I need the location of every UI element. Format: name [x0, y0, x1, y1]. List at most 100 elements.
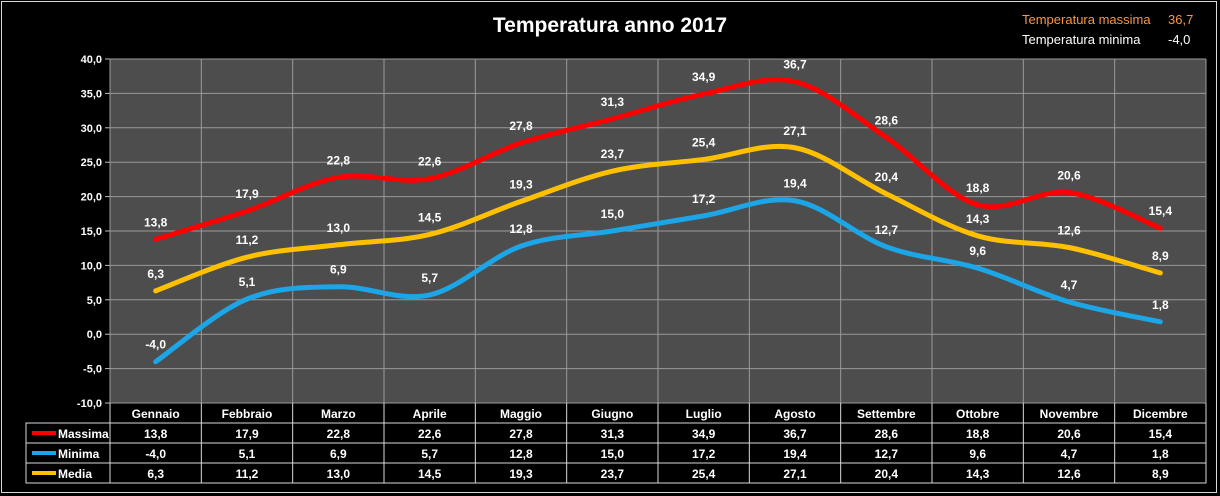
data-label-media: 6,3: [147, 267, 164, 281]
table-cell-value: 22,8: [327, 427, 351, 441]
category-label: Ottobre: [956, 407, 1000, 421]
table-cell-value: 6,9: [330, 447, 347, 461]
y-tick-label: 5,0: [87, 295, 102, 307]
data-label-minima: 12,7: [875, 223, 899, 237]
table-cell-value: 15,0: [601, 447, 625, 461]
table-cell-value: 23,7: [601, 467, 625, 481]
data-label-massima: 28,6: [875, 113, 899, 127]
data-label-media: 19,3: [509, 177, 533, 191]
data-label-minima: 19,4: [783, 177, 807, 191]
category-label: Novembre: [1040, 407, 1099, 421]
y-tick-label: -5,0: [83, 364, 102, 376]
table-cell-value: 36,7: [783, 427, 807, 441]
category-label: Agosto: [774, 407, 815, 421]
data-label-massima: 34,9: [692, 70, 716, 84]
y-tick-label: 30,0: [81, 123, 102, 135]
legend-series-name: Minima: [58, 447, 100, 461]
data-label-media: 11,2: [236, 233, 259, 247]
table-cell-value: 13,0: [327, 467, 351, 481]
min-temperature-summary: Temperatura minima -4,0: [1022, 32, 1190, 47]
table-cell-value: 22,6: [418, 427, 442, 441]
data-label-media: 12,6: [1057, 224, 1081, 238]
table-cell-value: 4,7: [1061, 447, 1078, 461]
data-label-massima: 22,8: [327, 153, 351, 167]
table-cell-value: 25,4: [692, 467, 716, 481]
data-label-massima: 36,7: [783, 58, 807, 72]
data-label-media: 13,0: [327, 221, 351, 235]
data-label-media: 23,7: [601, 147, 625, 161]
table-cell-value: 9,6: [969, 447, 986, 461]
table-cell-value: 11,2: [236, 467, 259, 481]
table-cell-value: 28,6: [875, 427, 899, 441]
data-label-massima: 22,6: [418, 155, 442, 169]
data-label-minima: 1,8: [1152, 298, 1169, 312]
table-cell-value: 6,3: [147, 467, 164, 481]
y-tick-label: -10,0: [77, 398, 102, 410]
table-cell-value: 5,7: [421, 447, 438, 461]
table-cell-value: 12,8: [509, 447, 533, 461]
max-temperature-summary: Temperatura massima 36,7: [1022, 12, 1193, 27]
chart-title: Temperatura anno 2017: [492, 14, 728, 37]
category-label: Dicembre: [1133, 407, 1188, 421]
max-temperature-label: Temperatura massima: [1022, 12, 1151, 27]
category-label: Gennaio: [132, 407, 180, 421]
table-cell-value: 17,9: [235, 427, 259, 441]
category-label: Settembre: [857, 407, 916, 421]
table-cell-value: 15,4: [1149, 427, 1173, 441]
max-temperature-value: 36,7: [1168, 12, 1194, 27]
table-cell-value: 14,3: [966, 467, 990, 481]
data-label-media: 14,5: [418, 210, 442, 224]
data-label-massima: 18,8: [966, 181, 990, 195]
y-tick-label: 25,0: [81, 157, 102, 169]
series-line-media: [153, 143, 1163, 294]
min-temperature-label: Temperatura minima: [1022, 32, 1141, 47]
table-cell-value: 19,4: [783, 447, 807, 461]
table-cell-value: 1,8: [1152, 447, 1169, 461]
table-cell-value: 31,3: [601, 427, 625, 441]
y-tick-label: 0,0: [87, 329, 102, 341]
data-label-massima: 17,9: [235, 187, 259, 201]
table-cell-value: 5,1: [239, 447, 256, 461]
data-label-massima: 27,8: [509, 119, 533, 133]
data-label-massima: 13,8: [144, 215, 168, 229]
legend-series-name: Massima: [58, 427, 109, 441]
data-label-minima: 17,2: [692, 192, 716, 206]
series-line-minima: [153, 197, 1163, 365]
category-label: Maggio: [500, 407, 542, 421]
data-label-minima: 12,8: [509, 222, 533, 236]
data-label-massima: 15,4: [1149, 204, 1173, 218]
table-cell-value: -4,0: [145, 447, 166, 461]
data-label-media: 8,9: [1152, 249, 1169, 263]
y-tick-label: 35,0: [81, 88, 102, 100]
category-label: Febbraio: [222, 407, 273, 421]
data-label-minima: 5,1: [239, 275, 256, 289]
y-tick-label: 20,0: [81, 192, 102, 204]
table-cell-value: 8,9: [1152, 467, 1169, 481]
table-cell-value: 14,5: [418, 467, 442, 481]
table-cell-value: 20,6: [1057, 427, 1081, 441]
y-tick-label: 40,0: [81, 54, 102, 66]
data-label-massima: 31,3: [601, 95, 625, 109]
category-label: Aprile: [413, 407, 447, 421]
table-cell-value: 13,8: [144, 427, 168, 441]
data-label-minima: 15,0: [601, 207, 625, 221]
table-cell-value: 27,1: [783, 467, 807, 481]
y-tick-label: 10,0: [81, 260, 102, 272]
data-label-media: 27,1: [783, 124, 807, 138]
table-cell-value: 27,8: [509, 427, 533, 441]
table-cell-value: 20,4: [875, 467, 899, 481]
table-cell-value: 12,7: [875, 447, 899, 461]
data-label-minima: 4,7: [1061, 278, 1078, 292]
category-label: Marzo: [321, 407, 356, 421]
legend-series-name: Media: [58, 467, 92, 481]
data-label-massima: 20,6: [1057, 168, 1081, 182]
category-label: Giugno: [591, 407, 633, 421]
y-tick-label: 15,0: [81, 226, 102, 238]
table-cell-value: 12,6: [1057, 467, 1081, 481]
data-label-media: 14,3: [966, 212, 990, 226]
table-cell-value: 19,3: [509, 467, 533, 481]
table-cell-value: 18,8: [966, 427, 990, 441]
data-label-minima: 6,9: [330, 263, 347, 277]
